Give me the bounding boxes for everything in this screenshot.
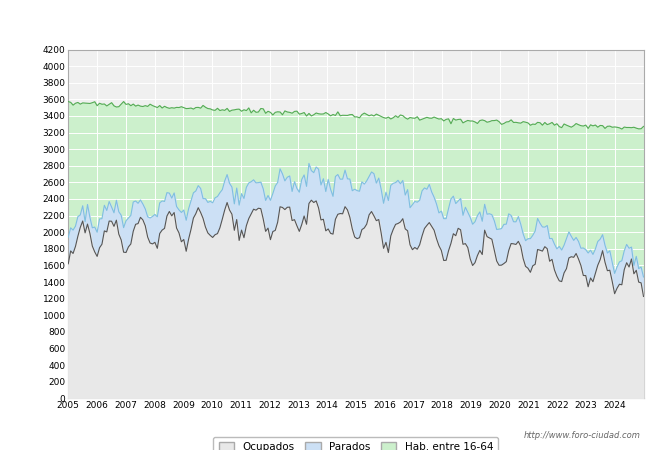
Legend: Ocupados, Parados, Hab. entre 16-64: Ocupados, Parados, Hab. entre 16-64 [213, 437, 499, 450]
Text: Quesada - Evolucion de la poblacion en edad de Trabajar Noviembre de 2024: Quesada - Evolucion de la poblacion en e… [78, 17, 572, 30]
Text: http://www.foro-ciudad.com: http://www.foro-ciudad.com [523, 431, 640, 440]
